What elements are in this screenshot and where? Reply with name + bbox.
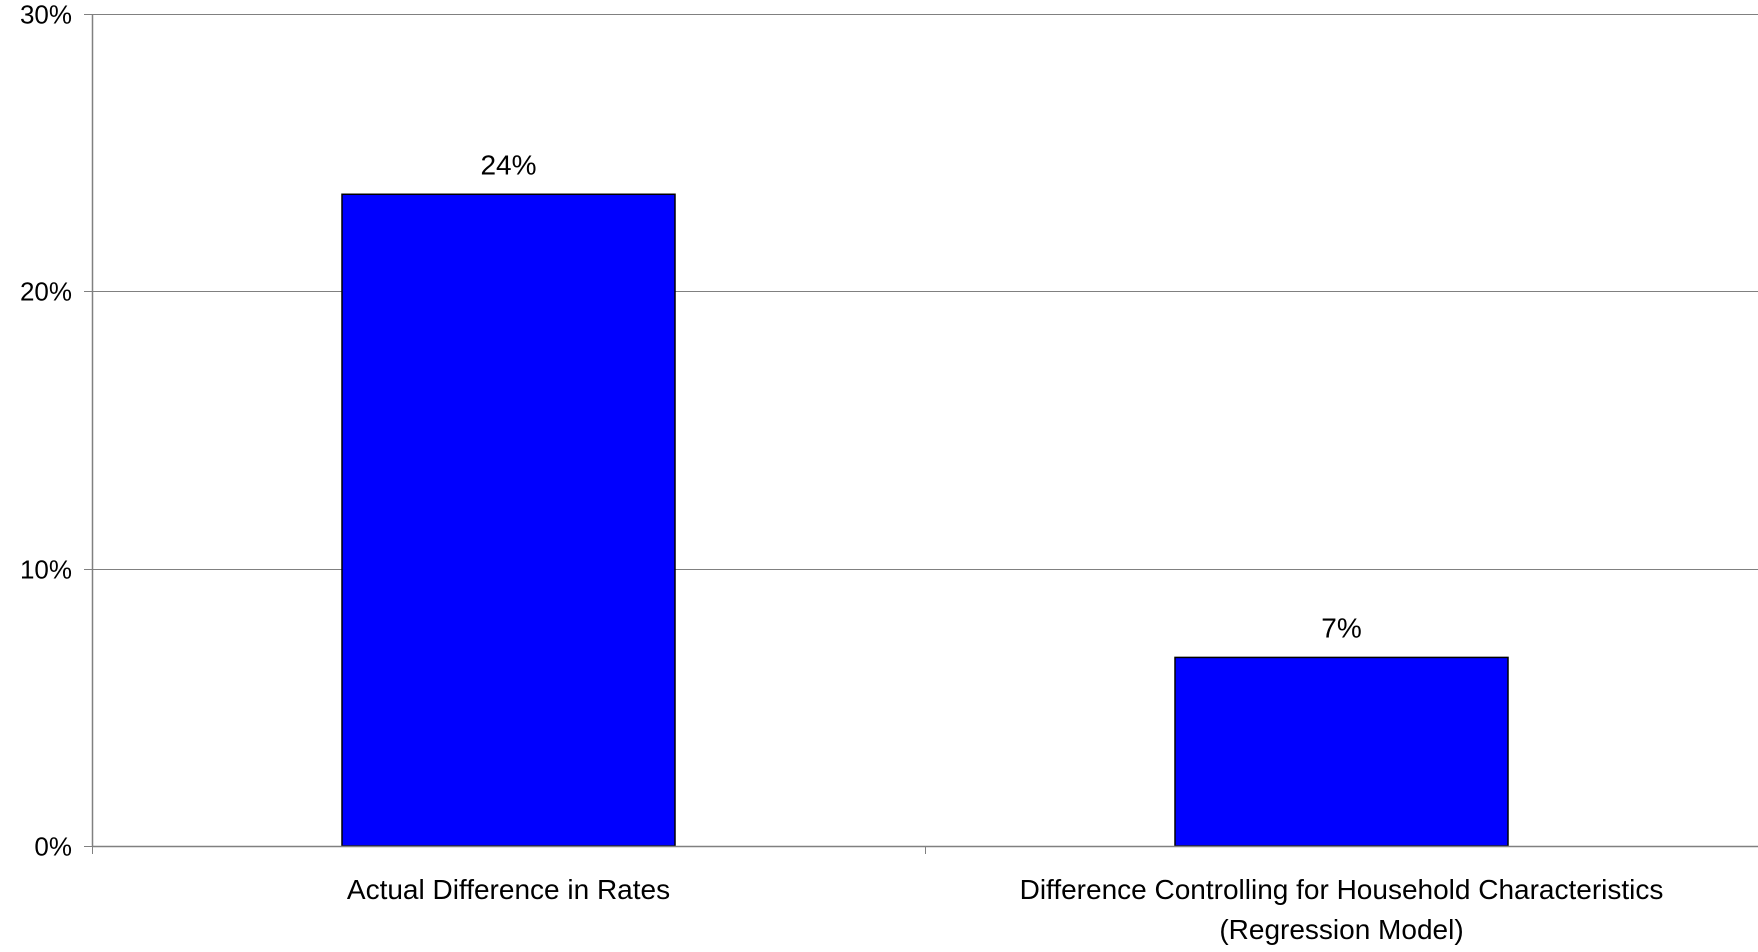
x-tick-label-line: (Regression Model) — [1219, 914, 1463, 945]
y-tick-label: 0% — [34, 832, 72, 862]
y-tick-label: 20% — [20, 277, 72, 307]
data-label: 24% — [480, 149, 536, 180]
bar — [1174, 656, 1509, 847]
x-tick-label: Actual Difference in Rates — [347, 874, 670, 905]
y-tick-label: 30% — [20, 0, 72, 30]
bars — [341, 193, 1509, 847]
bar — [341, 193, 676, 847]
y-tick-label: 10% — [20, 555, 72, 585]
data-label: 7% — [1321, 612, 1361, 643]
axes — [84, 14, 1758, 854]
labels: 0% 10% 20% 30% 24% 7% Actual Difference in Rat… — [20, 0, 1663, 945]
x-tick-label-line: Difference Controlling for Household Cha… — [1020, 874, 1664, 905]
x-tick-label-line: Actual Difference in Rates — [347, 874, 670, 905]
x-tick-label: Difference Controlling for Household Cha… — [1020, 874, 1664, 945]
